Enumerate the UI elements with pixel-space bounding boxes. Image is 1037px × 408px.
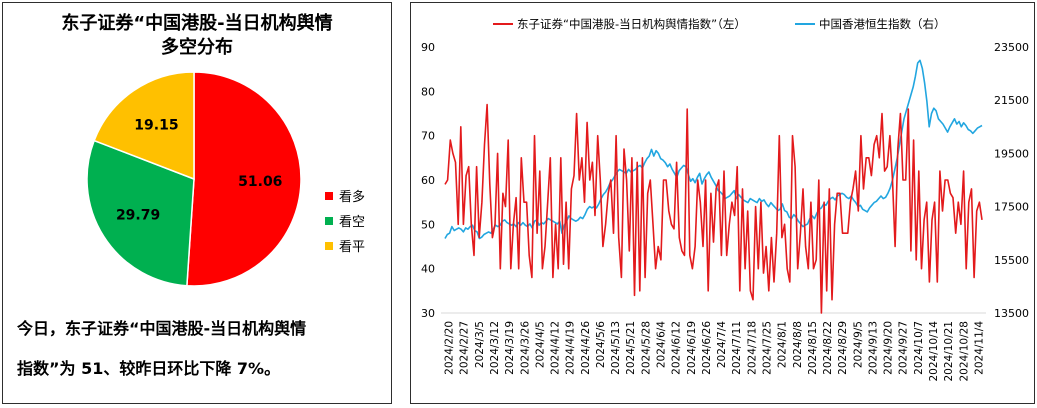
x-tick-1: 2024/2/27	[459, 321, 471, 375]
y-right-tick-4: 21500	[994, 94, 1029, 107]
pie-value-label-2: 19.15	[134, 117, 178, 133]
x-tick-0: 2024/2/20	[444, 321, 456, 375]
y-left-tick-4: 70	[421, 130, 435, 143]
x-tick-5: 2024/3/26	[519, 321, 531, 375]
x-tick-19: 2024/7/11	[731, 321, 743, 375]
pie-title-line2: 多空分布	[161, 37, 233, 58]
x-tick-31: 2024/10/7	[913, 321, 925, 375]
x-tick-35: 2024/11/4	[973, 321, 985, 375]
pie-slice-2	[93, 71, 195, 181]
y-left-tick-1: 40	[421, 263, 435, 276]
x-tick-17: 2024/6/26	[701, 321, 713, 375]
x-tick-14: 2024/6/4	[656, 321, 668, 368]
legend-label-sentiment: 东子证券“中国港股-当日机构舆情指数”（左）	[517, 17, 746, 31]
pie-value-label-1: 29.79	[116, 208, 160, 224]
x-tick-11: 2024/5/13	[610, 321, 622, 375]
x-tick-7: 2024/4/12	[550, 321, 562, 375]
x-tick-24: 2024/8/15	[807, 321, 819, 375]
x-tick-15: 2024/6/12	[671, 321, 683, 375]
x-tick-33: 2024/10/21	[943, 321, 955, 382]
x-tick-32: 2024/10/14	[928, 321, 940, 382]
summary-text: 今日，东子证券“中国港股-当日机构舆情 指数”为 51、较昨日环比下降 7%。	[17, 309, 383, 389]
x-tick-12: 2024/5/21	[625, 321, 637, 375]
summary-line2: 指数”为 51、较昨日环比下降 7%。	[17, 359, 281, 378]
y-left-tick-5: 80	[421, 85, 435, 98]
x-tick-18: 2024/7/4	[716, 321, 728, 368]
legend-swatch-1	[325, 217, 333, 225]
x-tick-23: 2024/8/8	[792, 321, 804, 368]
x-tick-28: 2024/9/13	[867, 321, 879, 375]
pie-slice-1	[86, 139, 195, 287]
chart-series	[444, 59, 983, 314]
x-tick-6: 2024/4/5	[534, 321, 546, 368]
legend-label-hsi: 中国香港恒生指数（右）	[819, 17, 946, 31]
sentiment-pie-panel: 东子证券“中国港股-当日机构舆情 多空分布 51.06 29.79 19.15 看多…	[2, 2, 392, 404]
y-left-tick-3: 60	[421, 174, 435, 187]
y-left-tick-2: 50	[421, 218, 435, 231]
y-right-tick-1: 15500	[994, 254, 1029, 267]
x-tick-30: 2024/9/27	[898, 321, 910, 375]
y-right-tick-3: 19500	[994, 147, 1029, 160]
x-tick-20: 2024/7/18	[746, 321, 758, 375]
pie-value-labels: 51.06 29.79 19.15	[116, 117, 283, 223]
x-tick-8: 2024/4/19	[565, 321, 577, 375]
x-tick-3: 2024/3/12	[489, 321, 501, 375]
legend-label-1: 看空	[339, 214, 365, 230]
legend-swatch-2	[325, 242, 333, 250]
y-right-tick-0: 13500	[994, 307, 1029, 320]
legend-label-2: 看平	[339, 239, 365, 255]
x-tick-21: 2024/7/25	[761, 321, 773, 375]
x-tick-22: 2024/8/1	[777, 321, 789, 368]
pie-value-label-0: 51.06	[238, 174, 282, 190]
y-right-tick-5: 23500	[994, 41, 1029, 54]
x-tick-4: 2024/3/19	[504, 321, 516, 375]
x-tick-29: 2024/9/20	[883, 321, 895, 375]
x-tick-26: 2024/8/29	[837, 321, 849, 375]
pie-slices	[86, 71, 302, 287]
x-tick-16: 2024/6/19	[686, 321, 698, 375]
x-tick-27: 2024/9/5	[852, 321, 864, 368]
x-tick-13: 2024/5/28	[640, 321, 652, 375]
pie-title-line1: 东子证券“中国港股-当日机构舆情	[61, 13, 333, 34]
line-chart: 东子证券“中国港股-当日机构舆情指数”（左） 中国香港恒生指数（右） 30 40 50…	[421, 17, 1029, 382]
sentiment-line-panel: 东子证券“中国港股-当日机构舆情指数”（左） 中国香港恒生指数（右） 30 40 50…	[410, 2, 1035, 404]
y-right-tick-2: 17500	[994, 201, 1029, 214]
y-left-tick-0: 30	[421, 307, 435, 320]
x-tick-34: 2024/10/28	[958, 321, 970, 382]
y-left-tick-6: 90	[421, 41, 435, 54]
x-tick-2: 2024/3/5	[474, 321, 486, 368]
x-tick-10: 2024/5/6	[595, 321, 607, 368]
legend-label-0: 看多	[339, 189, 365, 205]
chart-axes: 30 40 50 60 70 80 90 13500 15500 17500 19500 21500 2…	[421, 41, 1029, 382]
x-tick-25: 2024/8/22	[822, 321, 834, 375]
legend-swatch-0	[325, 192, 333, 200]
x-tick-9: 2024/4/26	[580, 321, 592, 375]
summary-line1: 今日，东子证券“中国港股-当日机构舆情	[17, 319, 307, 338]
series-line-sentiment	[444, 103, 983, 314]
line-legend: 东子证券“中国港股-当日机构舆情指数”（左） 中国香港恒生指数（右）	[493, 17, 946, 31]
pie-slice-0	[186, 71, 302, 287]
